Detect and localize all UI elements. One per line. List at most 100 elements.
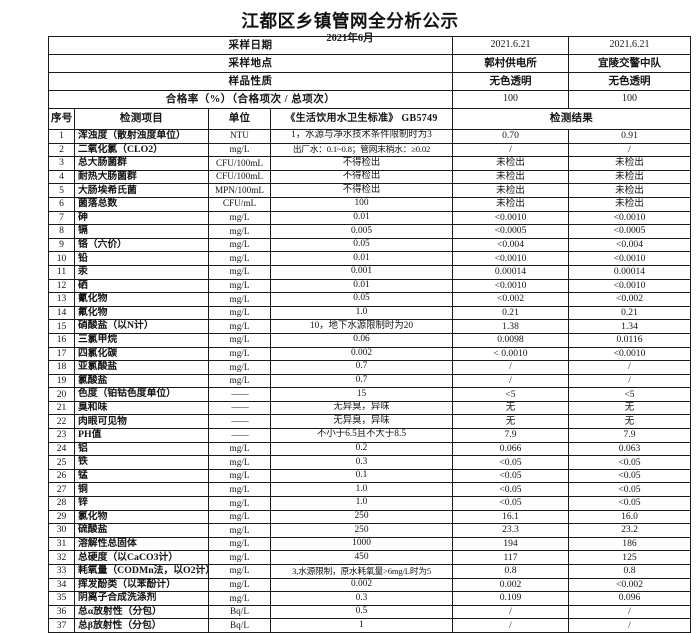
row-result2-17: <0.0010 [568,346,691,362]
row-standard-33: 3,水源限制，原水耗氧量>6mg/L时为5 [270,564,453,579]
meta-label-1: 采样地点 [48,54,453,73]
row-item-5: 大肠埃希氏菌 [74,183,209,198]
row-unit-37: Bq/L [208,618,271,633]
row-standard-31: 1000 [270,536,453,552]
row-seq-25: 25 [48,455,75,470]
table-row: 15 硝酸盐（以N计） mg/L 10，地下水源限制时为20 1.38 1.34 [48,319,691,334]
row-item-33: 耗氧量（CODMn法，以O2计） [74,564,209,579]
row-item-11: 汞 [74,264,209,280]
row-seq-18: 18 [48,360,75,375]
row-result1-26: <0.05 [452,468,569,484]
table-row: 13 氰化物 mg/L 0.05 <0.002 <0.002 [48,292,691,307]
table-row: 21 臭和味 —— 无异臭，异味无无 [48,400,691,416]
row-item-15: 硝酸盐（以N计） [74,319,209,334]
row-result2-11: 0.00014 [568,264,691,280]
row-result2-24: 0.063 [568,441,691,457]
row-unit-15: mg/L [208,319,271,334]
row-unit-10: mg/L [208,251,271,266]
row-standard-15: 10，地下水源限制时为20 [270,319,453,334]
table-row: 25 铁 mg/L 0.3 <0.05 <0.05 [48,455,691,470]
row-unit-32: mg/L [208,550,271,565]
row-result1-19: / [452,373,569,389]
row-result1-17: < 0.0010 [452,346,569,362]
row-standard-26: 0.1 [270,468,453,484]
table-row: 23 PH值 —— 不小于6.5且不大于8.5 7.9 7.9 [48,428,691,443]
row-result1-12: <0.0010 [452,278,569,294]
row-unit-4: CFU/100mL [208,169,271,185]
table-row: 11 汞 mg/L 0.001 0.00014 0.00014 [48,264,691,280]
table-row: 16 三氯甲烷 mg/L 0.06 0.0098 0.0116 [48,332,691,348]
table-row: 18 亚氯酸盐 mg/L 0.7// [48,360,691,375]
row-result2-23: 7.9 [568,428,691,443]
row-result1-15: 1.38 [452,319,569,334]
table-row: 34 挥发酚类（以苯酚计） mg/L 0.002 0.002 <0.002 [48,577,691,593]
table-row: 14 氟化物 mg/L 1.0 0.21 0.21 [48,305,691,321]
row-seq-2: 2 [48,142,75,158]
table-row: 12 硒 mg/L 0.01 <0.0010 <0.0010 [48,278,691,294]
table-row: 27 铜 mg/L 1.0 <0.05 <0.05 [48,482,691,498]
row-unit-19: mg/L [208,373,271,389]
table-row: 20 色度（铂钴色度单位） —— 15 <5 <5 [48,387,691,402]
row-result1-3: 未检出 [452,156,569,171]
table-row: 9 铬（六价） mg/L 0.05 <0.004 <0.004 [48,237,691,253]
row-seq-24: 24 [48,441,75,457]
row-seq-30: 30 [48,523,75,538]
row-standard-1: 1，水源与净水技术条件限制时为3 [270,129,453,144]
row-standard-5: 不得检出 [270,183,453,198]
row-standard-8: 0.005 [270,224,453,239]
row-unit-33: mg/L [208,564,271,579]
row-result2-15: 1.34 [568,319,691,334]
row-unit-24: mg/L [208,441,271,457]
row-seq-23: 23 [48,428,75,443]
row-seq-17: 17 [48,346,75,362]
row-unit-36: Bq/L [208,604,271,620]
row-item-4: 耐热大肠菌群 [74,169,209,185]
row-standard-14: 1.0 [270,305,453,321]
row-result1-20: <5 [452,387,569,402]
row-seq-1: 1 [48,129,75,144]
row-seq-27: 27 [48,482,75,498]
row-seq-37: 37 [48,618,75,633]
row-seq-29: 29 [48,509,75,525]
row-result1-1: 0.70 [452,129,569,144]
row-standard-4: 不得检出 [270,169,453,185]
row-item-1: 浑浊度（散射浊度单位） [74,129,209,144]
row-unit-29: mg/L [208,509,271,525]
row-result2-31: 186 [568,536,691,552]
row-unit-26: mg/L [208,468,271,484]
row-standard-34: 0.002 [270,577,453,593]
meta-label-3: 合格率（%）（合格项次 / 总项次） [48,90,453,109]
row-unit-35: mg/L [208,591,271,606]
row-result2-6: 未检出 [568,196,691,212]
row-standard-27: 1.0 [270,482,453,498]
row-unit-25: mg/L [208,455,271,470]
row-result1-2: / [452,142,569,158]
row-result1-13: <0.002 [452,292,569,307]
row-result1-16: 0.0098 [452,332,569,348]
row-seq-20: 20 [48,387,75,402]
row-result1-28: <0.05 [452,496,569,511]
row-unit-30: mg/L [208,523,271,538]
header-result: 检测结果 [452,108,691,130]
row-result2-7: <0.0010 [568,210,691,226]
row-standard-21: 无异臭，异味 [270,400,453,416]
row-result2-27: <0.05 [568,482,691,498]
row-seq-19: 19 [48,373,75,389]
row-unit-18: mg/L [208,360,271,375]
row-seq-12: 12 [48,278,75,294]
row-standard-16: 0.06 [270,332,453,348]
row-seq-16: 16 [48,332,75,348]
row-result1-18: / [452,360,569,375]
row-standard-17: 0.002 [270,346,453,362]
row-item-30: 硫酸盐 [74,523,209,538]
row-result1-4: 未检出 [452,169,569,185]
row-seq-4: 4 [48,169,75,185]
table-row: 31 溶解性总固体 mg/L 1000 194 186 [48,536,691,552]
row-result2-30: 23.2 [568,523,691,538]
row-result2-36: / [568,604,691,620]
row-result2-9: <0.004 [568,237,691,253]
table-row: 10 铅 mg/L 0.01 <0.0010 <0.0010 [48,251,691,266]
row-seq-10: 10 [48,251,75,266]
row-result2-37: / [568,618,691,633]
